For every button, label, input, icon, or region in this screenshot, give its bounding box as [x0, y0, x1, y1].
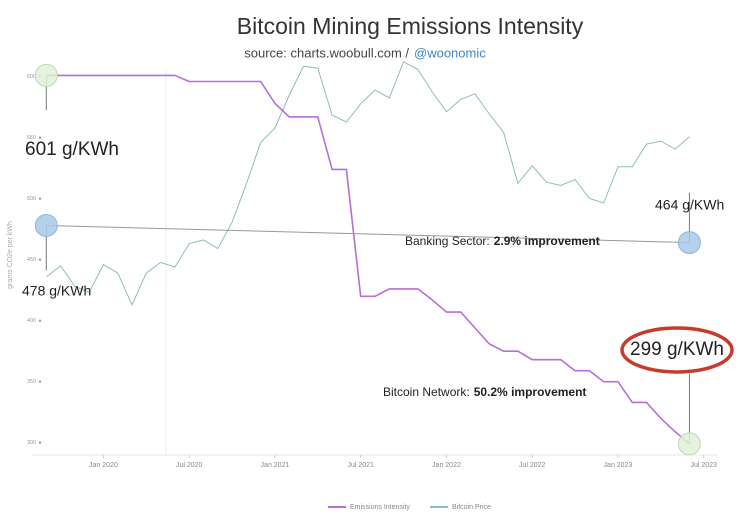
annotation-point	[677, 432, 701, 456]
annotation-label: 299 g/KWh	[630, 339, 724, 360]
x-tick-label: Jul 2021	[347, 462, 374, 469]
x-tick-label: Jan 2021	[261, 462, 290, 469]
annotation-label: 478 g/KWh	[22, 283, 91, 299]
y-tick-label: 600	[27, 74, 36, 80]
x-tick-label: Jul 2020	[176, 462, 203, 469]
note-emphasis: 50.2% improvement	[474, 385, 587, 399]
note-emphasis: 2.9% improvement	[494, 234, 600, 248]
note: Banking Sector: 2.9% improvement	[405, 234, 600, 248]
annotation-label: 601 g/KWh	[25, 139, 119, 160]
note-text: Bitcoin Network:	[383, 385, 470, 399]
annotation-label: 464 g/KWh	[655, 197, 724, 213]
y-tick-mark	[38, 319, 42, 322]
y-tick-label: 550	[27, 135, 36, 141]
annotation-point	[34, 213, 58, 237]
highlight-ring	[620, 326, 734, 374]
legend-label: Bitcoin Price	[452, 504, 491, 511]
subtitle: source: charts.woobull.com /	[244, 45, 409, 60]
x-tick-label: Jan 2022	[432, 462, 461, 469]
y-tick-label: 400	[27, 318, 36, 324]
annotation-point	[677, 231, 701, 255]
emissions-line	[46, 74, 690, 445]
note-text: Banking Sector:	[405, 234, 490, 248]
chart-title: Bitcoin Mining Emissions Intensity	[237, 13, 584, 39]
y-tick-mark	[38, 441, 42, 444]
y-tick-mark	[38, 136, 42, 139]
subtitle-handle: @woonomic	[414, 45, 486, 60]
y-tick-mark	[38, 380, 42, 383]
x-tick-label: Jul 2022	[519, 462, 546, 469]
y-tick-mark	[38, 197, 42, 200]
annotation-point	[34, 63, 58, 87]
banking-line	[46, 224, 690, 244]
y-tick-mark	[38, 258, 42, 261]
y-tick-label: 450	[27, 257, 36, 263]
x-tick-label: Jan 2020	[89, 462, 118, 469]
legend-label: Emissions Intensity	[350, 504, 410, 511]
note: Bitcoin Network: 50.2% improvement	[383, 385, 586, 399]
y-tick-label: 350	[27, 379, 36, 385]
price-line	[45, 60, 690, 307]
y-tick-label: 300	[27, 440, 36, 446]
x-tick-label: Jan 2023	[604, 462, 633, 469]
x-tick-label: Jul 2023	[690, 462, 717, 469]
y-axis-label: grams CO2e per kWh	[7, 221, 14, 289]
y-tick-label: 500	[27, 196, 36, 202]
